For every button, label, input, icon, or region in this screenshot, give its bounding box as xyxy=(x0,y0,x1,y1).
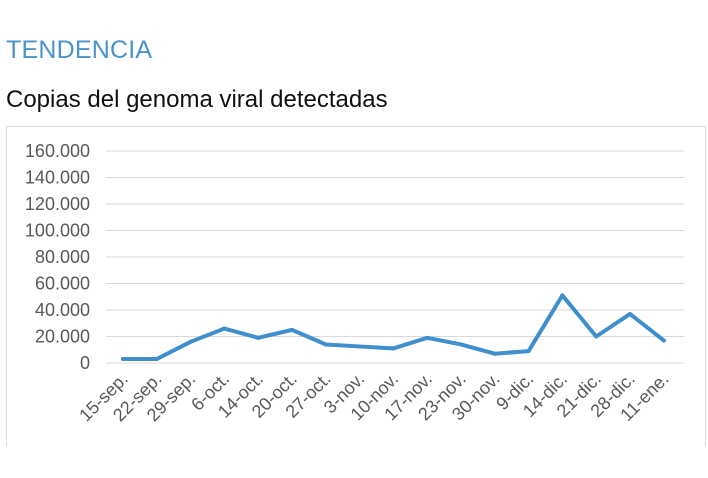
y-tick-label: 160.000 xyxy=(25,141,90,161)
data-point xyxy=(425,335,430,340)
data-point xyxy=(154,357,159,362)
data-point xyxy=(256,335,261,340)
y-tick-label: 40.000 xyxy=(35,300,90,320)
data-point xyxy=(526,349,531,354)
y-tick-label: 100.000 xyxy=(25,221,90,241)
data-point xyxy=(594,334,599,339)
y-tick-label: 60.000 xyxy=(35,274,90,294)
y-tick-label: 140.000 xyxy=(25,168,90,188)
data-point xyxy=(391,346,396,351)
data-point xyxy=(121,357,125,362)
data-point xyxy=(222,326,227,331)
section-title: TENDENCIA xyxy=(6,36,153,64)
chart-frame xyxy=(6,126,706,446)
data-point xyxy=(290,327,294,332)
data-point xyxy=(357,344,362,349)
data-point xyxy=(492,351,497,356)
y-tick-label: 0 xyxy=(80,353,90,373)
data-point xyxy=(459,342,463,347)
data-point xyxy=(661,338,666,343)
data-point xyxy=(188,339,193,344)
y-tick-label: 120.000 xyxy=(25,194,90,214)
chart-title: Copias del genoma viral detectadas xyxy=(6,86,388,113)
data-point xyxy=(628,311,632,316)
y-tick-label: 20.000 xyxy=(35,327,90,347)
y-tick-label: 80.000 xyxy=(35,247,90,267)
data-point xyxy=(323,342,328,347)
data-point xyxy=(560,293,565,298)
